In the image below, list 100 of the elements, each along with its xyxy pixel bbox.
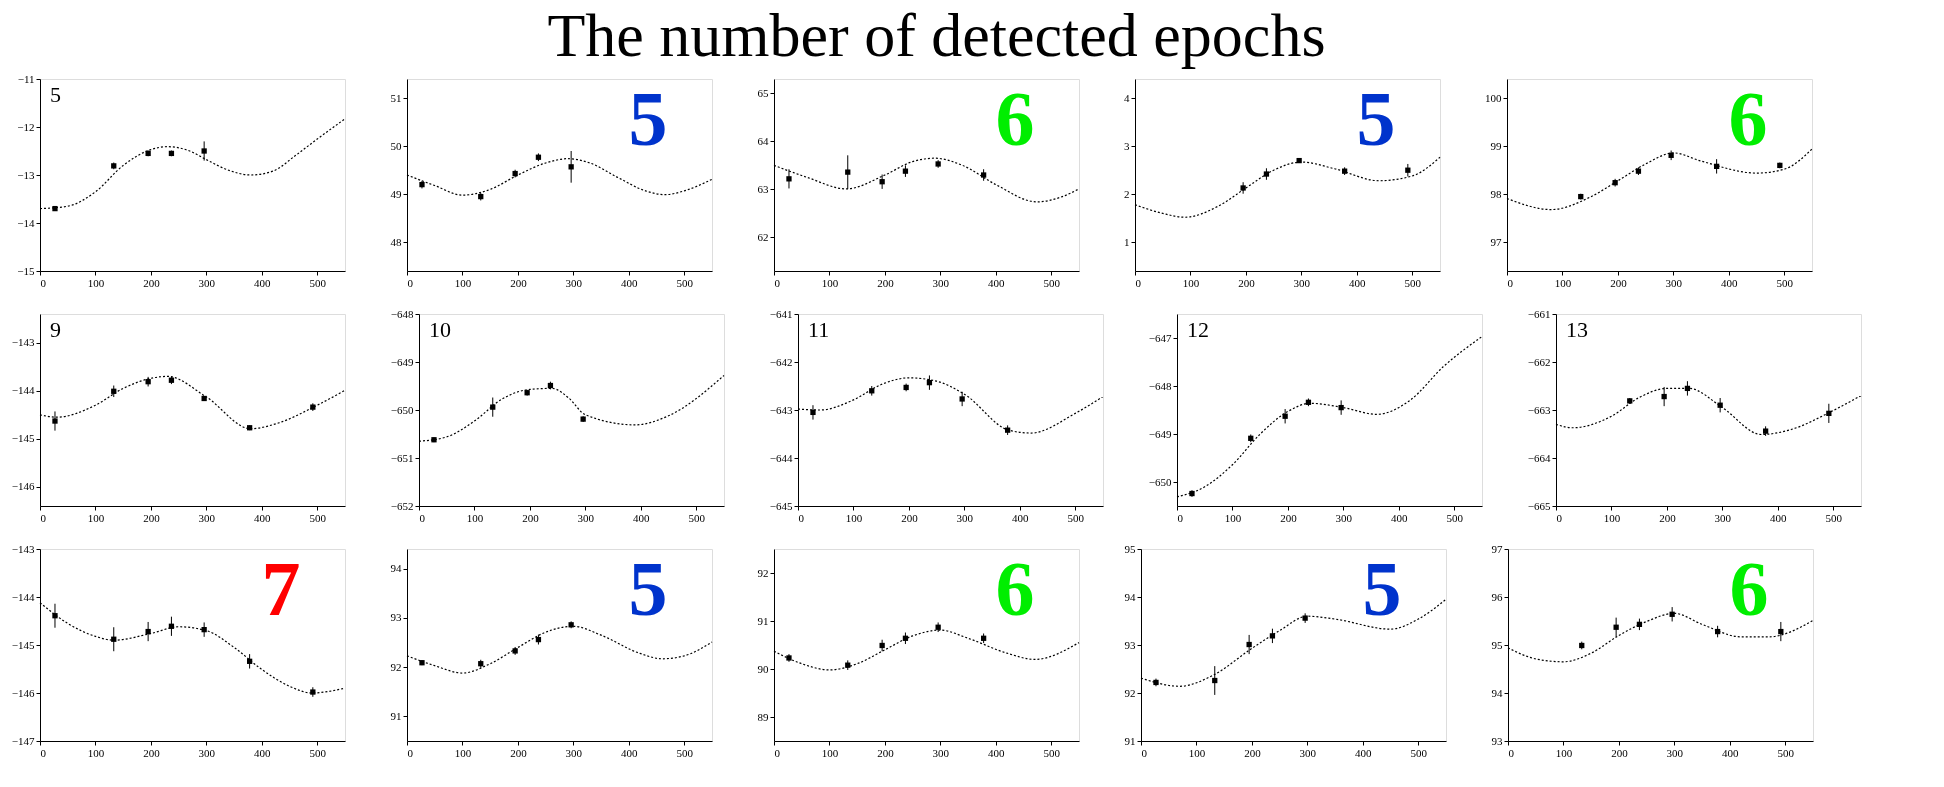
- y-tick-label: −645: [769, 499, 793, 512]
- x-tick-label: 0: [1135, 276, 1142, 289]
- x-tick-label: 300: [198, 511, 216, 524]
- y-tick-label: 97: [1490, 235, 1502, 248]
- x-tick-label: 200: [510, 746, 528, 759]
- x-tick-label: 100: [87, 746, 105, 759]
- x-tick-label: 100: [87, 511, 105, 524]
- x-tick-label: 0: [40, 746, 47, 759]
- x-tick-label: 300: [1299, 746, 1317, 759]
- y-tick-label: 89: [757, 710, 769, 723]
- y-tick-label: −664: [1527, 451, 1551, 464]
- x-tick-label: 400: [621, 746, 639, 759]
- y-tick-label: 91: [1124, 734, 1136, 747]
- x-tick-label: 400: [621, 276, 639, 289]
- x-tick-label: 300: [1714, 511, 1732, 524]
- x-tick-label: 100: [454, 746, 472, 759]
- y-tick-label: 51: [390, 91, 402, 104]
- x-tick-label: 0: [798, 511, 805, 524]
- x-tick-label: 500: [1776, 276, 1794, 289]
- chart-title: 12: [1187, 317, 1209, 342]
- y-tick-label: 95: [1124, 542, 1136, 555]
- text: The number of detected epochs: [547, 0, 1326, 69]
- y-tick-label: 49: [390, 187, 402, 200]
- x-tick-label: 500: [1404, 276, 1422, 289]
- x-tick-label: 500: [1043, 276, 1061, 289]
- y-tick-label: 1: [1124, 235, 1130, 248]
- y-tick-label: −15: [17, 264, 35, 277]
- annotation: 5: [628, 545, 668, 632]
- annotation: 6: [995, 75, 1035, 162]
- chart-title: 10: [429, 317, 451, 342]
- x-tick-label: 100: [845, 511, 863, 524]
- y-tick-label: −641: [769, 307, 793, 320]
- y-tick-label: 94: [1124, 590, 1136, 603]
- y-tick-label: −648: [1148, 379, 1172, 392]
- chart-title: 13: [1566, 317, 1588, 342]
- x-tick-label: 300: [1666, 746, 1684, 759]
- annotation: 7: [261, 545, 301, 632]
- y-tick-label: 4: [1124, 91, 1130, 104]
- y-tick-label: −13: [17, 168, 35, 181]
- annotation: 5: [628, 75, 668, 162]
- chart-title: 5: [50, 82, 61, 107]
- x-tick-label: 400: [988, 276, 1006, 289]
- x-tick-label: 0: [774, 746, 781, 759]
- y-tick-label: −147: [11, 734, 35, 747]
- x-tick-label: 0: [407, 276, 414, 289]
- x-tick-label: 500: [1043, 746, 1061, 759]
- y-tick-label: 92: [1124, 686, 1136, 699]
- x-tick-label: 300: [932, 746, 950, 759]
- x-tick-label: 0: [1177, 511, 1184, 524]
- x-tick-label: 100: [454, 276, 472, 289]
- x-tick-label: 500: [1825, 511, 1843, 524]
- x-tick-label: 300: [932, 276, 950, 289]
- x-tick-label: 200: [1611, 746, 1629, 759]
- y-tick-label: −143: [11, 542, 35, 555]
- x-tick-label: 200: [877, 276, 895, 289]
- x-tick-label: 400: [1722, 746, 1740, 759]
- x-tick-label: 100: [1224, 511, 1242, 524]
- chart-title: 11: [808, 317, 830, 342]
- x-tick-label: 500: [1777, 746, 1795, 759]
- y-tick-label: −647: [1148, 331, 1172, 344]
- x-tick-label: 0: [1556, 511, 1563, 524]
- x-tick-label: 200: [143, 276, 161, 289]
- x-tick-label: 300: [1335, 511, 1353, 524]
- y-tick-label: −650: [390, 403, 414, 416]
- y-tick-label: 2: [1124, 187, 1130, 200]
- x-tick-label: 400: [1355, 746, 1373, 759]
- x-tick-label: 100: [466, 511, 484, 524]
- x-tick-label: 100: [1603, 511, 1621, 524]
- y-tick-label: 50: [390, 139, 402, 152]
- x-tick-label: 500: [309, 746, 327, 759]
- x-tick-label: 400: [254, 746, 272, 759]
- y-tick-label: 92: [757, 566, 769, 579]
- x-tick-label: 500: [688, 511, 706, 524]
- y-tick-label: −146: [11, 480, 35, 493]
- x-tick-label: 400: [1721, 276, 1739, 289]
- y-tick-label: 97: [1491, 542, 1503, 555]
- x-tick-label: 100: [1188, 746, 1206, 759]
- annotation: 5: [1362, 545, 1402, 632]
- y-tick-label: −14: [17, 216, 35, 229]
- x-tick-label: 200: [1610, 276, 1628, 289]
- x-tick-label: 200: [877, 746, 895, 759]
- y-tick-label: 98: [1490, 187, 1502, 200]
- y-tick-label: 3: [1124, 139, 1130, 152]
- y-tick-label: −144: [11, 384, 35, 397]
- y-tick-label: 91: [390, 709, 402, 722]
- y-tick-label: 94: [390, 562, 402, 575]
- y-tick-label: 90: [757, 662, 769, 675]
- x-tick-label: 400: [254, 511, 272, 524]
- y-tick-label: −662: [1527, 355, 1551, 368]
- annotation: 6: [995, 545, 1035, 632]
- y-tick-label: −665: [1527, 499, 1551, 512]
- y-tick-label: 95: [1491, 638, 1503, 651]
- x-tick-label: 0: [1141, 746, 1148, 759]
- x-tick-label: 500: [676, 276, 694, 289]
- y-tick-label: 63: [757, 182, 769, 195]
- y-tick-label: 93: [390, 611, 402, 624]
- x-tick-label: 100: [1554, 276, 1572, 289]
- x-tick-label: 0: [40, 511, 47, 524]
- x-tick-label: 500: [1410, 746, 1428, 759]
- x-tick-label: 400: [254, 276, 272, 289]
